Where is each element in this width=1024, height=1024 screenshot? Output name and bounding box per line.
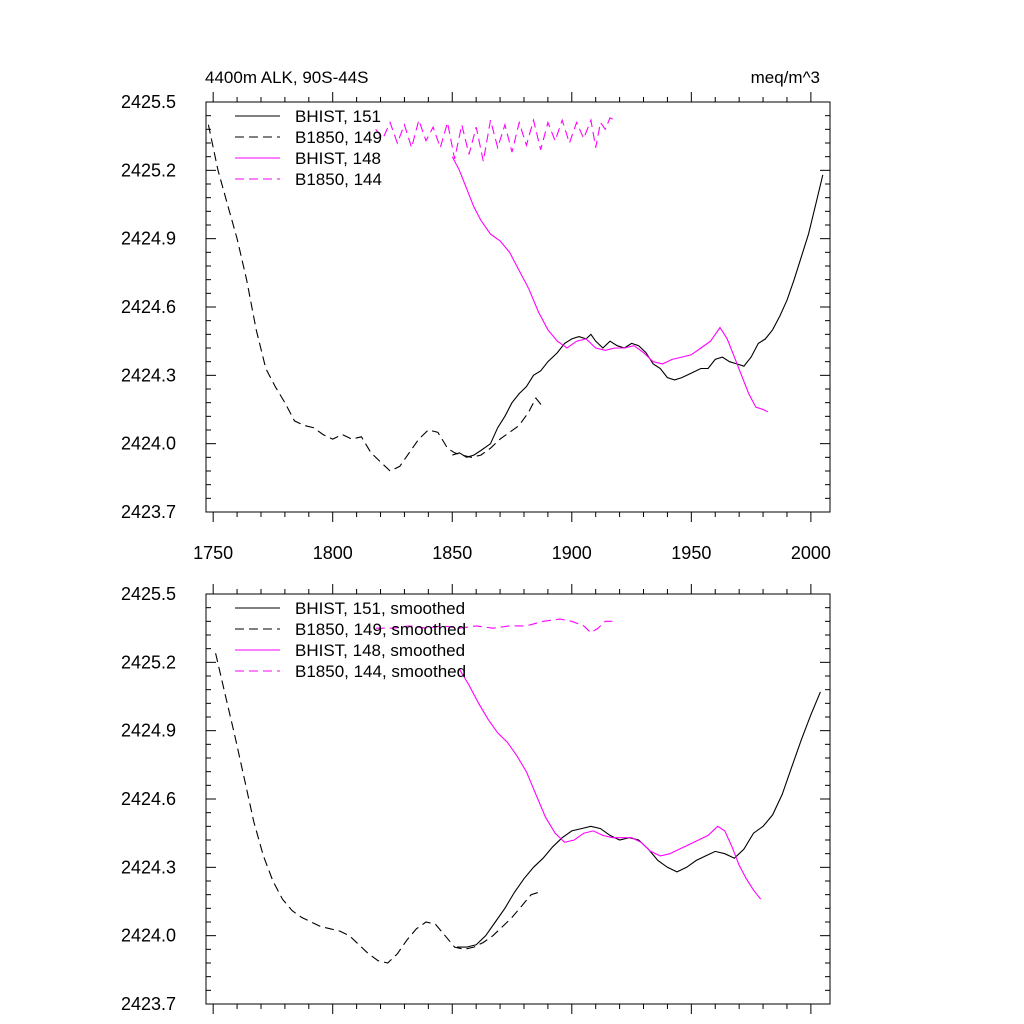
top-xtick-label: 1950 [671,543,711,563]
bottom-panel: 2423.7 2424.0 2424.3 2424.6 2424.9 2425.2 2425… [121,584,831,1014]
top-series-line-1 [207,124,544,472]
top-xtick-label: 1900 [552,543,592,563]
top-ytick-label: 2423.7 [121,502,176,522]
top-xtick-label: 1750 [193,543,233,563]
bottom-plot-frame [205,593,831,1005]
bottom-ytick-label: 2425.5 [121,584,176,604]
top-legend-label-2: BHIST, 148 [295,149,381,168]
top-legend-label-3: B1850, 144 [295,170,382,189]
bottom-ytick-label: 2424.6 [121,789,176,809]
top-xtick-label: 1850 [432,543,472,563]
bottom-legend-label-0: BHIST, 151, smoothed [295,599,465,618]
top-ytick-label: 2424.6 [121,297,176,317]
top-legend: BHIST, 151 B1850, 149 BHIST, 148 B1850, 144 [235,107,382,189]
bottom-series-line-2 [458,668,762,900]
top-ytick-label: 2424.9 [121,229,176,249]
top-legend-label-0: BHIST, 151 [295,107,381,126]
top-panel-units: meq/m^3 [751,68,820,87]
top-series-layer [207,117,824,472]
bottom-series-line-1 [215,653,539,964]
top-ytick-label: 2425.2 [121,160,176,180]
top-series-line-0 [452,174,824,458]
bottom-ytick-label: 2424.0 [121,926,176,946]
top-xtick-label: 2000 [791,543,831,563]
bottom-legend-label-3: B1850, 144, smoothed [295,662,466,681]
top-series-line-3 [375,117,616,162]
bottom-series-layer [215,618,821,964]
bottom-ytick-label: 2424.3 [121,857,176,877]
top-panel: 4400m ALK, 90S-44S meq/m^3 2423.72424.02… [121,68,831,563]
bottom-ytick-label: 2424.9 [121,721,176,741]
bottom-legend-label-1: B1850, 149, smoothed [295,620,466,639]
top-xtick-label: 1800 [313,543,353,563]
bottom-series-line-0 [457,691,821,948]
top-ytick-label: 2425.5 [121,92,176,112]
top-ytick-label: 2424.0 [121,434,176,454]
bottom-ytick-label: 2423.7 [121,994,176,1014]
top-panel-title: 4400m ALK, 90S-44S [205,68,369,87]
top-ytick-label: 2424.3 [121,365,176,385]
bottom-axis-layer: 2423.7 2424.0 2424.3 2424.6 2424.9 2425.2 2425… [121,584,830,1014]
top-axis-layer: 2423.7 2424.0 2424.3 2424.6 2424.9 2425.2 2425… [121,92,831,563]
top-plot-frame [205,101,831,513]
bottom-ytick-label: 2425.2 [121,652,176,672]
top-legend-label-1: B1850, 149 [295,128,382,147]
bottom-legend-label-2: BHIST, 148, smoothed [295,641,465,660]
top-series-line-2 [451,156,769,413]
bottom-legend: BHIST, 151, smoothed B1850, 149, smoothed… [235,599,466,681]
bottom-series-line-3 [375,618,613,634]
